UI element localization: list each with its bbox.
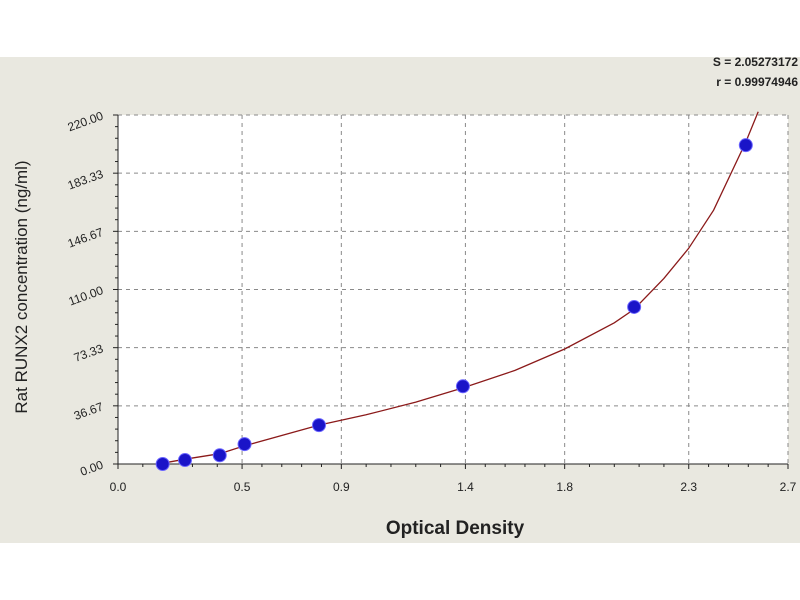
data-points <box>155 138 753 471</box>
data-point <box>178 453 192 468</box>
plot-area <box>118 115 788 464</box>
data-point <box>212 448 227 463</box>
x-tick-label: 1.8 <box>556 480 573 494</box>
y-tick-label: 0.00 <box>78 458 105 479</box>
y-axis-label: Rat RUNX2 concentration (ng/ml) <box>12 160 31 414</box>
data-point <box>312 418 326 433</box>
data-point <box>155 457 170 471</box>
x-tick-label: 0.5 <box>234 480 251 494</box>
x-tick-label: 0.9 <box>333 480 350 494</box>
y-tick-label: 183.33 <box>66 167 106 193</box>
y-tick-label: 36.67 <box>72 399 105 423</box>
fit-curve-line <box>162 111 759 464</box>
data-point <box>237 437 252 452</box>
y-tick-label: 73.33 <box>72 341 105 365</box>
x-tick-label: 2.7 <box>780 480 797 494</box>
y-tick-label: 220.00 <box>66 109 106 135</box>
data-point <box>627 299 642 314</box>
y-tick-label: 110.00 <box>67 283 106 309</box>
data-point <box>738 138 753 153</box>
x-tick-label: 0.0 <box>110 480 127 494</box>
y-tick-label: 146.67 <box>66 225 106 251</box>
axes <box>113 114 789 469</box>
x-axis-label: Optical Density <box>385 518 525 539</box>
x-tick-label: 1.4 <box>457 480 474 494</box>
fit-curve <box>162 111 759 464</box>
stat-s-annotation: S = 2.05273172 <box>712 55 798 69</box>
grid <box>118 114 789 464</box>
x-tick-label: 2.3 <box>680 480 697 494</box>
data-point <box>455 379 470 394</box>
stat-r-annotation: r = 0.99974946 <box>716 75 798 89</box>
